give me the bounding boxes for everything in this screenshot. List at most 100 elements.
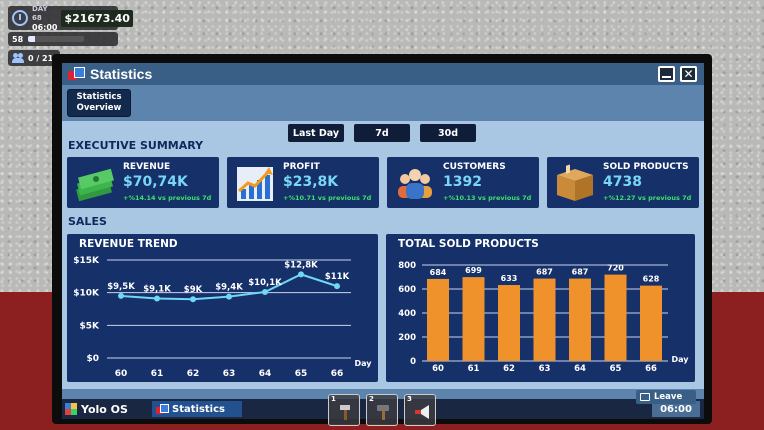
- sold-data-label: 687: [572, 268, 589, 277]
- total-sold-products-title: TOTAL SOLD PRODUCTS: [398, 238, 539, 250]
- revenue-x-tick: 60: [115, 369, 128, 379]
- revenue-y-tick: $10K: [73, 289, 100, 299]
- megaphone-icon: [415, 405, 429, 419]
- sold-y-tick: 600: [398, 285, 416, 295]
- exit-icon: [640, 393, 650, 401]
- time-label: 06:00: [32, 22, 58, 32]
- revenue-x-tick: 66: [331, 369, 344, 379]
- hotbar-slot-number: 2: [369, 395, 374, 403]
- kpi-profit-card: PROFIT $23,8K +%10.71 vs previous 7d: [227, 157, 379, 208]
- revenue-y-tick: $5K: [80, 321, 101, 331]
- hotbar-slot-2[interactable]: 2: [366, 394, 398, 426]
- tab-statistics-overview[interactable]: Statistics Overview: [67, 89, 131, 117]
- sold-data-label: 628: [643, 275, 660, 284]
- period-7d-button[interactable]: 7d: [354, 124, 410, 142]
- level-progress-bar: [28, 36, 85, 42]
- revenue-x-tick: 64: [259, 369, 272, 379]
- hotbar-slot-number: 1: [331, 395, 336, 403]
- kpi-revenue-label: REVENUE: [123, 162, 171, 172]
- sold-bar: [604, 274, 627, 361]
- window-title: Statistics: [90, 66, 153, 82]
- kpi-revenue-value: $70,74K: [123, 174, 188, 190]
- revenue-x-tick: 62: [187, 369, 200, 379]
- os-logo-icon: [65, 403, 77, 415]
- leave-button[interactable]: Leave: [636, 390, 696, 404]
- mallet-icon: [377, 405, 389, 420]
- trending-up-chart-icon: [237, 167, 273, 201]
- revenue-x-tick: 61: [151, 369, 164, 379]
- kpi-sold-products-label: SOLD PRODUCTS: [603, 162, 689, 172]
- kpi-customers-card: CUSTOMERS 1392 +%10.13 vs previous 7d: [387, 157, 539, 208]
- revenue-data-point: [262, 289, 268, 296]
- sold-bar: [498, 285, 520, 361]
- sales-heading: SALES: [68, 215, 107, 228]
- hotbar-slot-3[interactable]: 3: [404, 394, 436, 426]
- revenue-data-point: [118, 292, 124, 299]
- sold-x-tick: 61: [468, 364, 480, 374]
- sold-bar: [427, 278, 449, 361]
- sold-bar: [640, 285, 662, 361]
- taskbar-item-label: Statistics: [172, 403, 225, 415]
- money-display: $21673.40: [61, 9, 133, 27]
- money-value: $21673.40: [64, 11, 130, 25]
- kpi-customers-value: 1392: [443, 174, 482, 190]
- revenue-data-point: [298, 271, 304, 278]
- kpi-revenue-change: +%14.14 vs previous 7d: [123, 194, 212, 202]
- taskbar-item-statistics[interactable]: Statistics: [152, 401, 242, 417]
- revenue-data-point: [334, 283, 340, 290]
- close-button[interactable]: ✕: [680, 66, 697, 82]
- revenue-y-tick: $15K: [73, 256, 100, 266]
- sold-x-tick: 62: [503, 364, 515, 374]
- minimize-button[interactable]: [658, 66, 675, 82]
- sold-data-label: 720: [607, 264, 624, 273]
- executive-summary-heading: EXECUTIVE SUMMARY: [68, 139, 204, 152]
- sold-x-tick: 66: [645, 364, 657, 374]
- window-titlebar[interactable]: Statistics: [62, 63, 704, 85]
- revenue-y-tick: $0: [86, 354, 99, 364]
- leave-label: Leave: [654, 392, 683, 402]
- hotbar-slot-1[interactable]: 1: [328, 394, 360, 426]
- level-progress-fill: [28, 36, 35, 42]
- sold-x-tick: 65: [610, 364, 622, 374]
- period-last-day-button[interactable]: Last Day: [288, 124, 344, 142]
- sold-data-label: 633: [501, 274, 518, 283]
- kpi-profit-value: $23,8K: [283, 174, 339, 190]
- os-name: Yolo OS: [81, 402, 128, 416]
- revenue-x-axis-label: Day: [354, 359, 372, 368]
- revenue-data-label: $11K: [325, 272, 350, 282]
- staff-icon: [12, 53, 24, 63]
- taskbar-clock: 06:00: [652, 401, 700, 417]
- sold-data-label: 699: [465, 266, 482, 275]
- kpi-sold-products-value: 4738: [603, 174, 642, 190]
- sold-x-tick: 64: [574, 364, 586, 374]
- revenue-x-tick: 65: [295, 369, 308, 379]
- kpi-revenue-card: REVENUE $70,74K +%14.14 vs previous 7d: [67, 157, 219, 208]
- cardboard-box-icon: [557, 164, 593, 201]
- revenue-data-label: $9,5K: [107, 282, 135, 292]
- clock-icon: [12, 10, 28, 26]
- kpi-profit-label: PROFIT: [283, 162, 320, 172]
- statistics-app-icon: [156, 404, 169, 414]
- total-sold-products-panel: TOTAL SOLD PRODUCTS 0 200 400 600 800 684 60 69…: [386, 234, 695, 382]
- staff-count: 0 / 21: [28, 53, 54, 63]
- day-time-panel: DAY 68 06:00 $21673.40: [8, 5, 133, 32]
- people-group-icon: [398, 169, 432, 199]
- sold-y-tick: 800: [398, 261, 416, 271]
- revenue-data-point: [226, 293, 232, 300]
- sold-bar: [462, 277, 485, 361]
- level-value: 58: [12, 34, 24, 44]
- day-time: DAY 68 06:00: [32, 5, 57, 32]
- sold-data-label: 687: [536, 268, 553, 277]
- hammer-icon: [340, 405, 350, 420]
- kpi-customers-label: CUSTOMERS: [443, 162, 506, 172]
- sold-bar: [533, 278, 556, 361]
- sold-x-tick: 63: [539, 364, 551, 374]
- period-30d-button[interactable]: 30d: [420, 124, 476, 142]
- kpi-sold-products-change: +%12.27 vs previous 7d: [603, 194, 692, 202]
- day-label: DAY 68: [32, 4, 48, 22]
- revenue-trend-chart: $0 $5K $10K $15K $9,5K 60 $9,1K 61 $9K 62 $9,4K 63 $…: [73, 256, 372, 379]
- statistics-window: Statistics ✕ Statistics Overview Last Da…: [62, 63, 704, 419]
- start-button[interactable]: Yolo OS: [65, 401, 128, 417]
- revenue-data-point: [190, 296, 196, 303]
- kpi-profit-change: +%10.71 vs previous 7d: [283, 194, 372, 202]
